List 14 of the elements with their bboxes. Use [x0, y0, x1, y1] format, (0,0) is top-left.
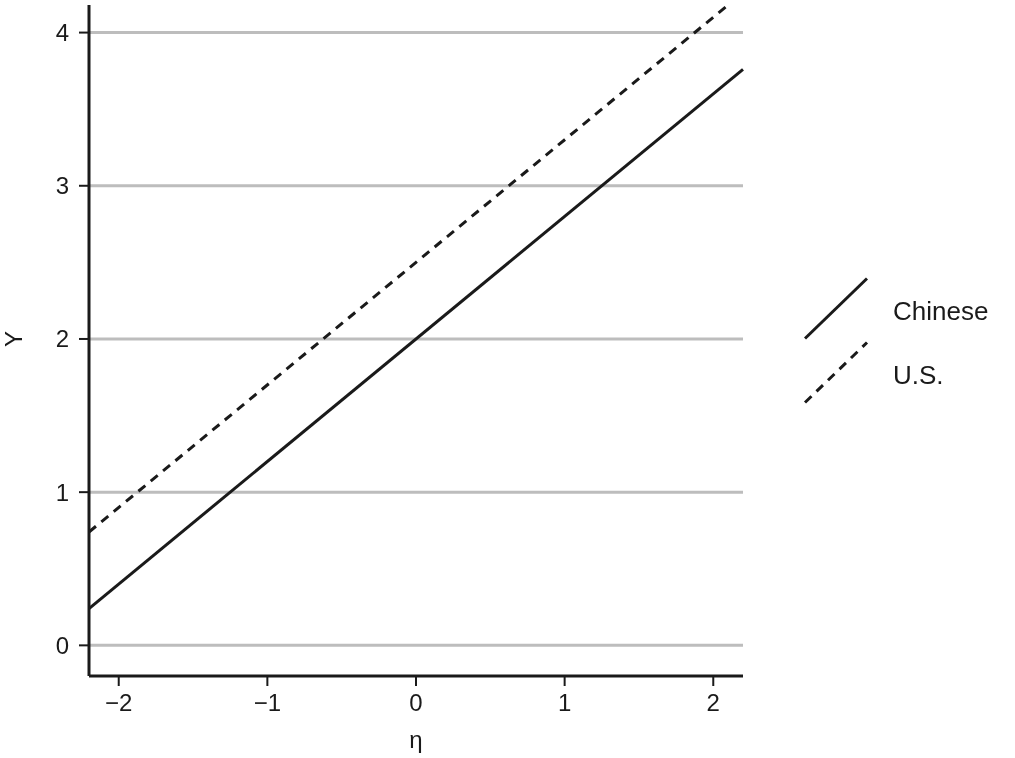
y-tick-label: 2 — [55, 325, 69, 353]
legend-label: U.S. — [893, 359, 944, 390]
legend-label: Chinese — [893, 295, 989, 326]
x-tick-label: −1 — [253, 689, 282, 716]
y-tick-label: 0 — [55, 631, 69, 659]
x-tick-label: 1 — [557, 689, 572, 716]
y-axis-title: Y — [0, 330, 27, 347]
x-tick-label: 0 — [409, 689, 423, 716]
y-tick-label: 4 — [55, 18, 69, 46]
x-axis-title: η — [409, 726, 423, 753]
x-tick-label: −2 — [105, 689, 133, 716]
y-tick-label: 1 — [55, 478, 69, 506]
y-tick-label: 3 — [55, 172, 69, 200]
x-tick-label: 2 — [706, 689, 720, 716]
